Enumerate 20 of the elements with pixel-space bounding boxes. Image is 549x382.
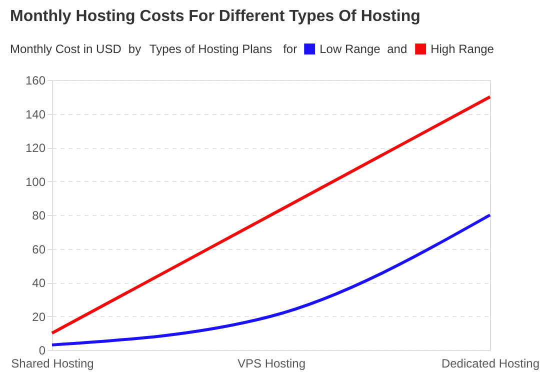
y-tick-label: 0 xyxy=(38,344,46,358)
y-axis-title: Monthly Cost in USD xyxy=(10,42,122,56)
x-axis-title: Types of Hosting Plans xyxy=(149,42,272,56)
y-tick-label: 80 xyxy=(32,208,46,222)
y-tick-label: 140 xyxy=(25,107,46,122)
legend-label: High Range xyxy=(430,42,494,56)
x-tick-label: VPS Hosting xyxy=(237,356,306,370)
text: for xyxy=(283,42,298,56)
y-tick-label: 60 xyxy=(32,242,46,256)
y-tick-label: 120 xyxy=(25,141,46,155)
x-tick-label: Dedicated Hosting xyxy=(441,356,540,370)
y-tick-label: 40 xyxy=(32,276,46,290)
text: by xyxy=(128,42,142,56)
legend-label: Low Range xyxy=(320,42,381,56)
y-tick-label: 160 xyxy=(25,74,46,88)
y-tick-label: 100 xyxy=(25,174,46,189)
chart-title: Monthly Hosting Costs For Different Types Of Hosting xyxy=(10,8,420,25)
x-tick-label: Shared Hosting xyxy=(11,356,94,370)
y-tick-label: 20 xyxy=(32,310,46,324)
text: and xyxy=(387,42,408,56)
